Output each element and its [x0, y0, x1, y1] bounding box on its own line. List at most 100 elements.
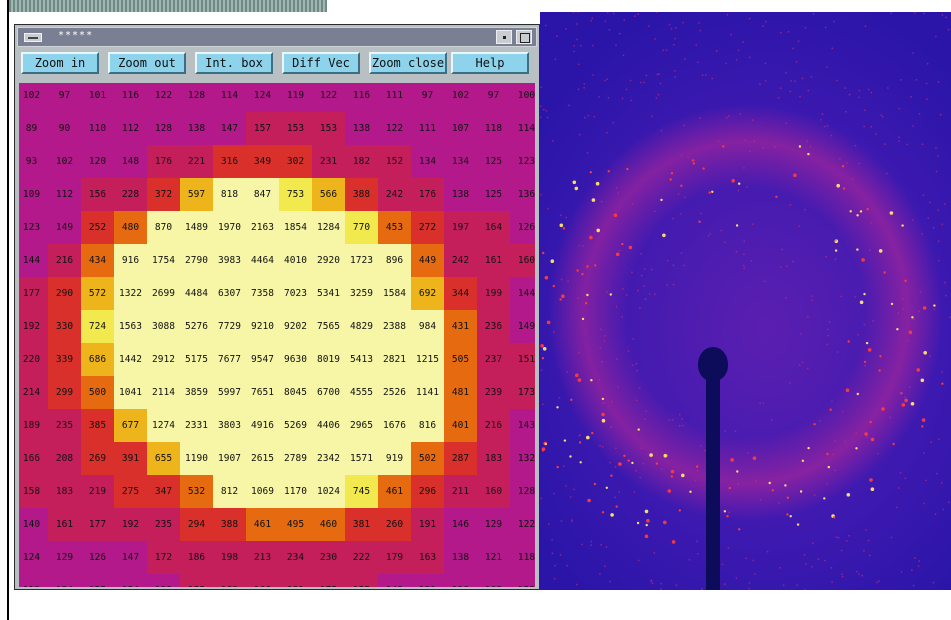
diffraction-spot: [637, 289, 639, 292]
diffraction-spot: [763, 280, 766, 283]
help-button[interactable]: Help: [451, 52, 529, 74]
intensity-cell: 1563: [114, 310, 147, 343]
diffraction-spot: [639, 476, 642, 479]
diffraction-spot: [610, 474, 613, 477]
diffraction-spot: [807, 446, 810, 450]
diffraction-spot: [917, 565, 920, 567]
diffraction-spot: [864, 432, 868, 436]
diffraction-spot: [651, 115, 653, 118]
diffraction-spot: [829, 408, 832, 411]
zoom-out-button[interactable]: Zoom out: [108, 52, 186, 74]
diffraction-spot: [918, 113, 921, 115]
diffraction-spot: [637, 13, 639, 16]
window-menu-icon[interactable]: [24, 33, 42, 42]
diffraction-spot: [670, 475, 673, 478]
intensity-cell: 239: [477, 376, 510, 409]
diffraction-spot: [901, 403, 906, 407]
diffraction-spot: [839, 157, 841, 160]
diffraction-spot: [602, 446, 604, 448]
diffraction-spot: [889, 211, 894, 215]
diffraction-spot: [653, 210, 656, 213]
diffraction-spot: [910, 95, 912, 98]
diffraction-spot: [678, 424, 681, 427]
intensity-cell: 1024: [312, 475, 345, 508]
diffraction-spot: [879, 355, 882, 358]
intensity-cell: 177: [81, 508, 114, 541]
diffraction-spot: [599, 444, 602, 447]
diffraction-spot: [586, 265, 589, 268]
int-box-button[interactable]: Int. box: [195, 52, 273, 74]
intensity-cell: 870: [147, 211, 180, 244]
diffraction-spot: [542, 347, 547, 351]
diffraction-spot: [576, 38, 578, 41]
zoom-in-button[interactable]: Zoom in: [21, 52, 99, 74]
intensity-cell: 143: [378, 574, 411, 587]
diffraction-spot: [836, 79, 838, 82]
diffraction-spot: [644, 509, 649, 514]
diffraction-spot: [851, 177, 854, 180]
window-titlebar[interactable]: *****: [17, 27, 537, 47]
diffraction-spot: [789, 515, 792, 518]
diffraction-spot: [606, 131, 608, 134]
diffraction-spot: [670, 172, 674, 175]
diffraction-spot: [550, 259, 555, 263]
intensity-cell: 158: [19, 475, 48, 508]
diffraction-spot: [751, 119, 754, 121]
zoom-close-button[interactable]: Zoom close: [369, 52, 447, 74]
intensity-cell: 125: [81, 574, 114, 587]
diffraction-spot: [825, 483, 828, 485]
intensity-grid[interactable]: 102 97 101 116 122 128 114 124 119 122 116 111 97 102…: [19, 83, 535, 587]
diffraction-spot: [869, 478, 873, 482]
intensity-cell: 984: [411, 310, 444, 343]
intensity-cell: 242: [444, 244, 477, 277]
diffraction-spot: [866, 208, 869, 211]
diffraction-spot: [938, 438, 940, 441]
diffraction-spot: [803, 588, 806, 590]
intensity-cell: 139: [147, 574, 180, 587]
intensity-cell: 149: [510, 310, 535, 343]
diffraction-spot: [702, 167, 705, 170]
diffraction-spot: [759, 498, 762, 501]
diff-vec-button[interactable]: Diff Vec: [282, 52, 360, 74]
maximize-icon[interactable]: [516, 30, 532, 44]
diffraction-spot: [902, 308, 905, 310]
diffraction-spot: [805, 563, 807, 565]
diffraction-spot: [912, 219, 914, 222]
intensity-cell: 101: [81, 83, 114, 112]
diffraction-spot: [648, 293, 651, 295]
intensity-cell: 157: [246, 112, 279, 145]
intensity-cell: 146: [444, 508, 477, 541]
diffraction-spot: [651, 582, 654, 585]
diffraction-image[interactable]: [540, 12, 951, 590]
intensity-cell: 4555: [345, 376, 378, 409]
intensity-cell: 532: [180, 475, 213, 508]
diffraction-spot: [704, 74, 707, 76]
diffraction-spot: [579, 44, 582, 47]
intensity-cell: 3983: [213, 244, 246, 277]
diffraction-spot: [688, 558, 691, 561]
diffraction-spot: [737, 483, 739, 485]
diffraction-spot: [579, 434, 582, 436]
diffraction-spot: [709, 232, 712, 235]
intensity-cell: 235: [48, 409, 81, 442]
intensity-cell: 252: [81, 211, 114, 244]
diffraction-spot: [817, 558, 820, 560]
diffraction-spot: [695, 465, 699, 468]
diffraction-spot: [542, 108, 545, 111]
minimize-icon[interactable]: [496, 30, 512, 44]
diffraction-spot: [617, 192, 619, 195]
intensity-cell: 812: [213, 475, 246, 508]
diffraction-spot: [546, 320, 551, 325]
diffraction-spot: [640, 447, 643, 449]
intensity-cell: 745: [345, 475, 378, 508]
diffraction-spot: [742, 264, 745, 267]
diffraction-spot: [795, 61, 798, 63]
intensity-cell: 153: [279, 112, 312, 145]
diffraction-spot: [914, 557, 916, 560]
diffraction-spot: [592, 74, 594, 76]
diffraction-spot: [551, 552, 554, 555]
intensity-cell: 3259: [345, 277, 378, 310]
diffraction-spot: [631, 461, 634, 465]
diffraction-spot: [748, 17, 751, 20]
diffraction-spot: [867, 348, 872, 352]
